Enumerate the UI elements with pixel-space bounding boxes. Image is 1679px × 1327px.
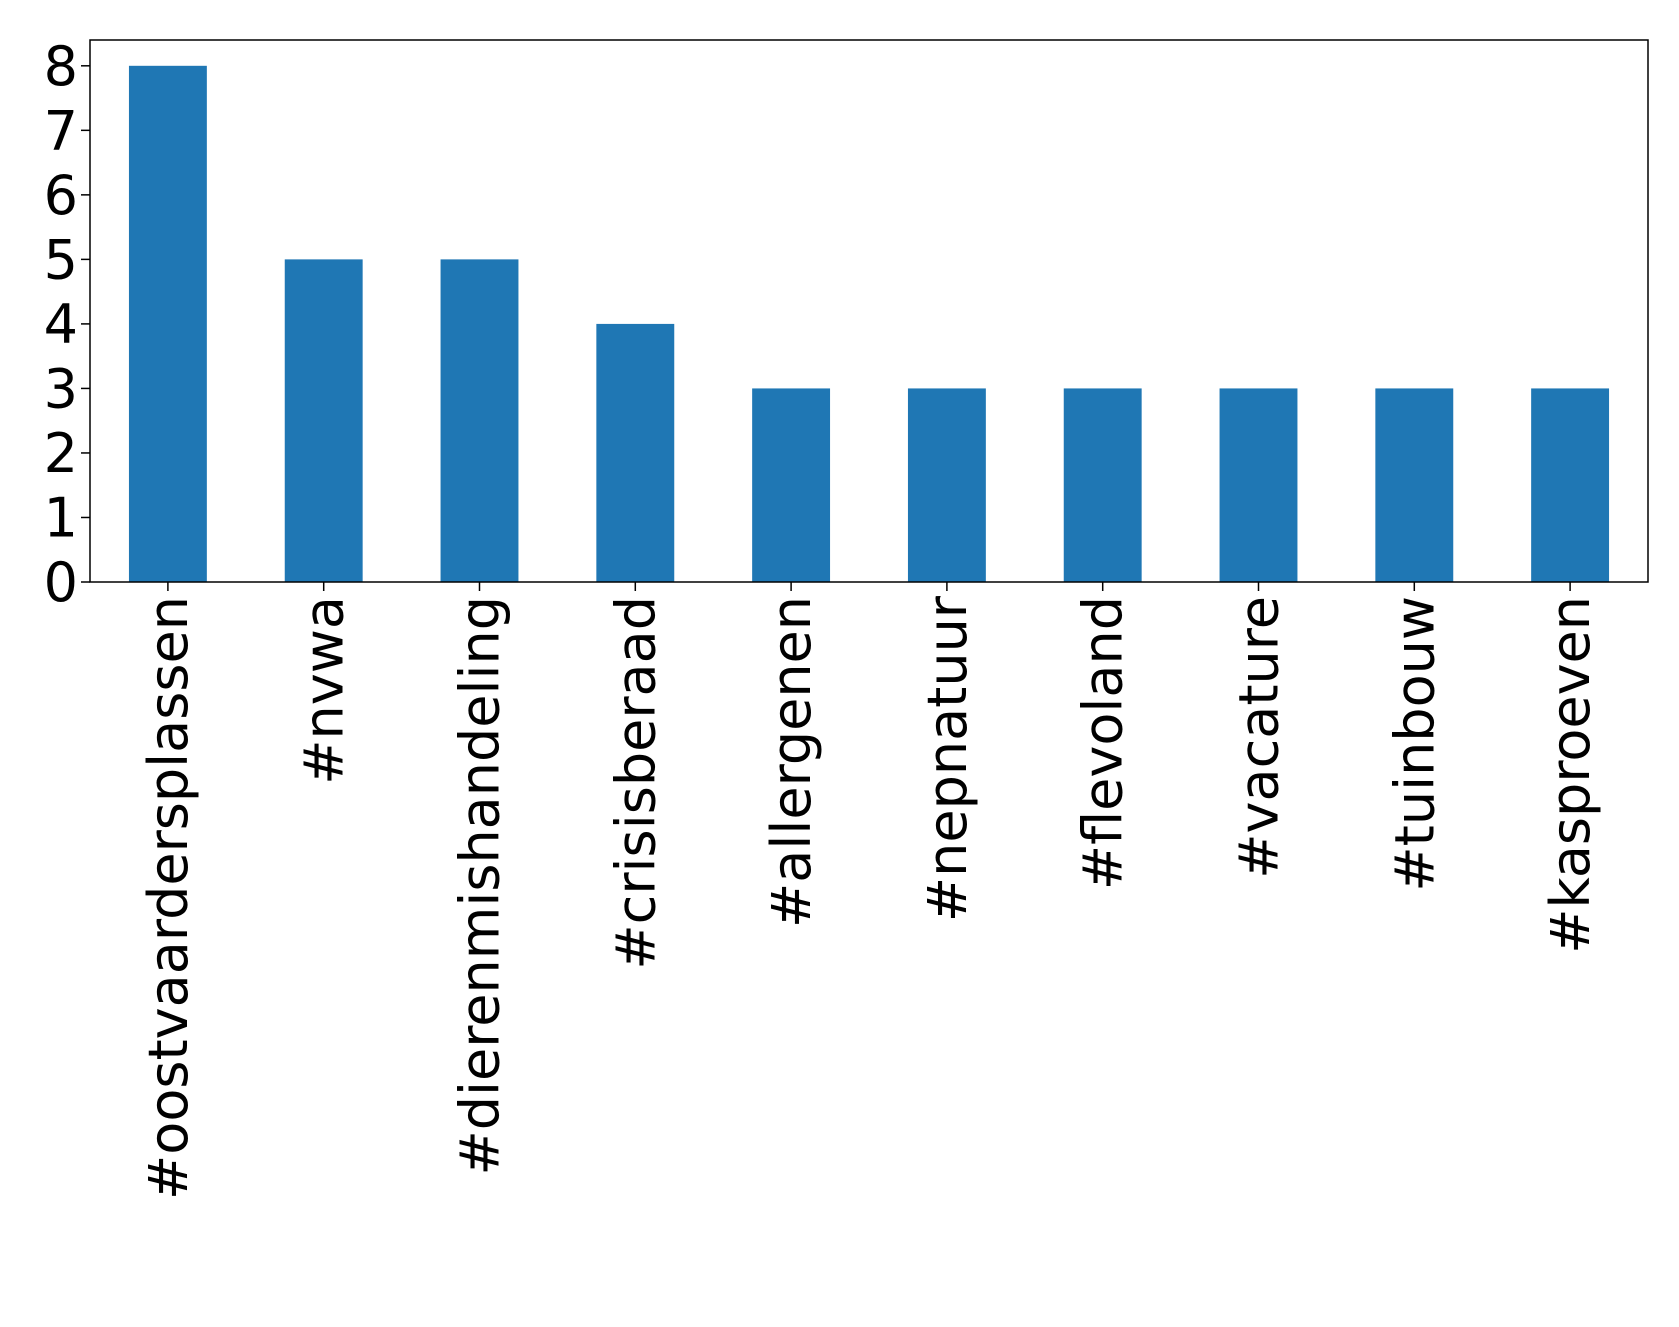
bar xyxy=(1219,388,1298,582)
bar xyxy=(440,259,519,582)
x-tick-label: #allergenen xyxy=(760,596,823,928)
y-tick-label: 4 xyxy=(44,293,78,356)
y-tick-label: 0 xyxy=(44,551,78,614)
plot-frame xyxy=(89,39,1649,583)
y-tick-label: 2 xyxy=(44,422,78,485)
bar xyxy=(1531,388,1610,582)
y-tick-label: 5 xyxy=(44,228,78,291)
bar xyxy=(128,65,207,583)
y-tick-label: 6 xyxy=(44,164,78,227)
x-tick-label: #tuinbouw xyxy=(1383,596,1446,892)
y-tick-label: 3 xyxy=(44,357,78,420)
bar xyxy=(596,323,675,582)
bar xyxy=(1375,388,1454,582)
x-tick-label: #flevoland xyxy=(1072,596,1135,890)
x-tick-label: #crisisberaad xyxy=(604,596,667,970)
bar xyxy=(1063,388,1142,582)
y-tick-label: 1 xyxy=(44,486,78,549)
x-tick-label: #nepnatuur xyxy=(916,595,979,922)
y-tick-label: 8 xyxy=(44,35,78,98)
bar xyxy=(284,259,363,582)
x-tick-label: #vacature xyxy=(1228,596,1291,879)
x-tick-label: #nvwa xyxy=(293,596,356,785)
x-tick-label: #kasproeven xyxy=(1539,596,1602,954)
x-tick-label: #dierenmishandeling xyxy=(449,596,512,1176)
bar xyxy=(907,388,986,582)
x-tick-label: #oostvaardersplassen xyxy=(137,596,200,1200)
bar xyxy=(752,388,831,582)
y-tick-label: 7 xyxy=(44,99,78,162)
